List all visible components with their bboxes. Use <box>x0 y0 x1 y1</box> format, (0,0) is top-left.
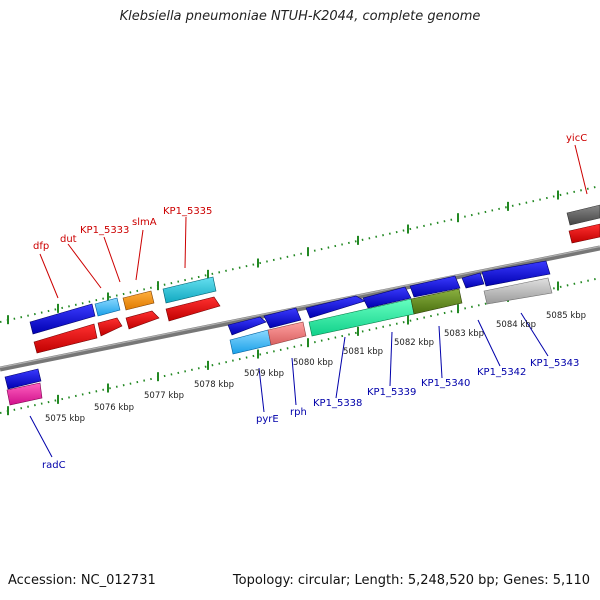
tick-label-5076: 5076 kbp <box>94 403 134 413</box>
upper-tick-track <box>0 185 600 323</box>
tick-label-5079: 5079 kbp <box>244 369 284 379</box>
tick-label-5085: 5085 kbp <box>546 311 586 321</box>
tick-label-5078: 5078 kbp <box>194 380 234 390</box>
tick-label-5083: 5083 kbp <box>444 329 484 339</box>
gene-glyphs <box>4 204 600 406</box>
tick-label-5080: 5080 kbp <box>293 358 333 368</box>
tick-label-5081: 5081 kbp <box>343 347 383 357</box>
genome-backbone <box>0 245 600 372</box>
accession-text: Accession: NC_012731 <box>8 573 156 588</box>
gene-label-kp1-5338[interactable]: KP1_5338 <box>313 398 362 409</box>
gene-label-dut[interactable]: dut <box>60 234 77 245</box>
gene-label-kp1-5343[interactable]: KP1_5343 <box>530 358 579 369</box>
genome-summary-text: Topology: circular; Length: 5,248,520 bp… <box>232 573 590 588</box>
tick-label-5077: 5077 kbp <box>144 391 184 401</box>
tick-label-5084: 5084 kbp <box>496 320 536 330</box>
gene-label-yicc[interactable]: yicC <box>566 133 587 144</box>
tick-label-5082: 5082 kbp <box>394 338 434 348</box>
gene-label-rph[interactable]: rph <box>290 407 307 418</box>
gene-label-kp1-5333[interactable]: KP1_5333 <box>80 225 129 236</box>
gene-label-kp1-5342[interactable]: KP1_5342 <box>477 367 526 378</box>
gene-label-slma[interactable]: slmA <box>132 217 157 228</box>
gene-label-kp1-5335[interactable]: KP1_5335 <box>163 206 212 217</box>
tick-label-5075: 5075 kbp <box>45 414 85 424</box>
gene-label-kp1-5340[interactable]: KP1_5340 <box>421 378 470 389</box>
gene-label-radc[interactable]: radC <box>42 460 66 471</box>
gene-label-kp1-5339[interactable]: KP1_5339 <box>367 387 416 398</box>
gene-label-pyre[interactable]: pyrE <box>256 414 279 425</box>
map-title: Klebsiella pneumoniae NTUH-K2044, comple… <box>119 9 481 24</box>
gene-label-dfp[interactable]: dfp <box>33 241 49 252</box>
